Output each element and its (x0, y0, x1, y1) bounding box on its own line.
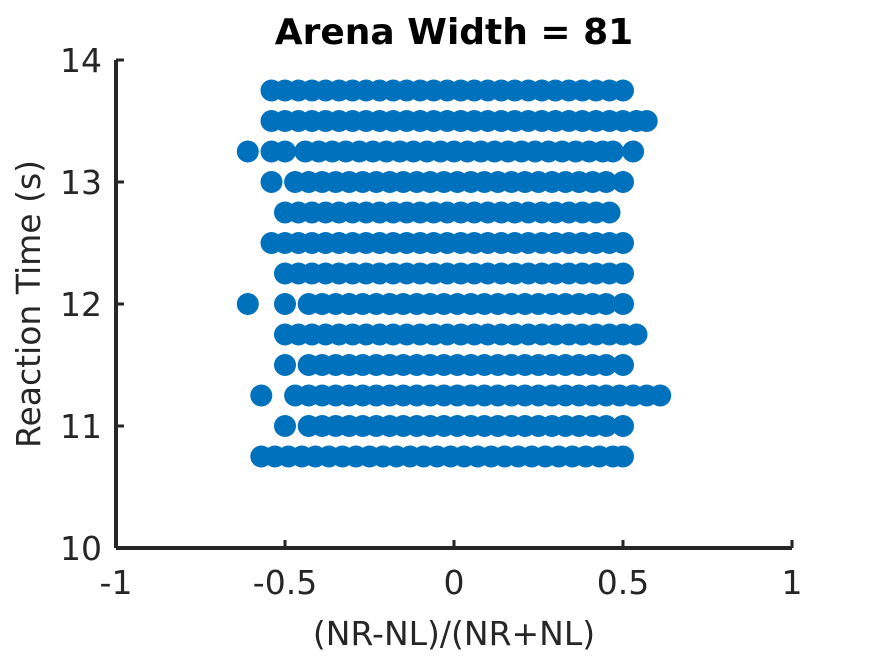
y-tick-label: 12 (60, 285, 102, 324)
data-point (612, 354, 634, 376)
data-point (274, 354, 296, 376)
data-point (250, 384, 273, 407)
chart-title: Arena Width = 81 (275, 12, 633, 53)
data-point (236, 293, 259, 315)
data-point (625, 323, 648, 346)
data-point (612, 171, 634, 193)
x-tick-label: 1 (782, 563, 803, 602)
x-tick-label: -0.5 (253, 563, 317, 602)
y-tick-label: 14 (60, 41, 102, 80)
x-tick-label: -1 (100, 563, 133, 602)
data-point (649, 384, 672, 407)
data-point (612, 445, 634, 468)
y-axis-label: Reaction Time (s) (9, 160, 48, 448)
data-point (612, 232, 634, 254)
data-point (598, 201, 621, 224)
data-point (595, 415, 618, 437)
x-tick-label: 0 (444, 563, 465, 602)
y-tick-label: 10 (60, 529, 102, 568)
y-tick-label: 11 (60, 407, 102, 446)
data-point (274, 293, 296, 315)
data-point (595, 171, 618, 193)
data-point (595, 293, 618, 315)
data-point (274, 415, 296, 437)
data-point (274, 140, 296, 163)
data-point (612, 262, 634, 285)
ticks: -1 -0.5 0 0.5 1 10 11 12 13 14 (60, 41, 803, 602)
data-point (612, 293, 634, 315)
data-point (612, 79, 634, 102)
x-axis-label: (NR-NL)/(NR+NL) (313, 614, 595, 653)
y-tick-label: 13 (60, 163, 102, 202)
data-points (236, 79, 672, 468)
data-point (260, 171, 283, 193)
data-point (622, 140, 645, 163)
data-point (635, 110, 658, 132)
data-point (612, 415, 634, 437)
x-tick-label: 0.5 (597, 563, 649, 602)
data-point (595, 354, 618, 376)
data-point (236, 140, 259, 163)
data-point (601, 140, 624, 163)
